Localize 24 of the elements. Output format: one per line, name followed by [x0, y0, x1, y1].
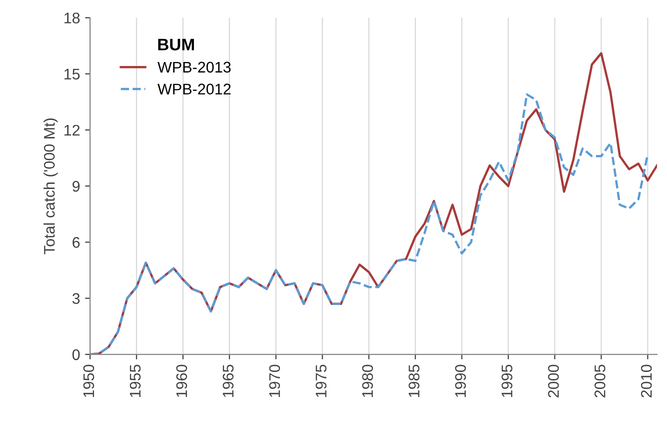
legend-title: BUM	[158, 38, 194, 50]
x-tick-label: 1960	[176, 364, 188, 397]
x-tick-label: 1995	[502, 364, 512, 397]
x-tick-label: 2000	[548, 364, 559, 398]
x-tick-label: 1975	[316, 364, 327, 397]
y-tick-label: 9	[72, 180, 80, 192]
x-tick-label: 2005	[594, 364, 606, 398]
y-tick-label: 18	[64, 12, 80, 24]
x-tick-label: 1950	[83, 364, 94, 397]
legend-label: WPB-2012	[158, 84, 231, 94]
x-tick-label: 2010	[640, 364, 652, 398]
y-tick-label: 6	[72, 237, 80, 248]
x-tick-label: 1955	[130, 364, 141, 397]
x-tick-label: 1990	[455, 364, 466, 397]
legend-label: WPB-2013	[158, 62, 231, 73]
x-tick-label: 1985	[408, 364, 420, 397]
y-axis-title: Total catch ('000 Mt)	[44, 118, 58, 254]
x-tick-label: 1970	[269, 364, 280, 397]
y-tick-label: 15	[64, 68, 80, 80]
y-tick-label: 3	[72, 293, 80, 304]
y-tick-label: 12	[64, 124, 80, 136]
y-tick-label: 0	[72, 349, 80, 360]
x-tick-label: 1980	[362, 364, 373, 397]
x-tick-label: 1965	[222, 364, 234, 397]
